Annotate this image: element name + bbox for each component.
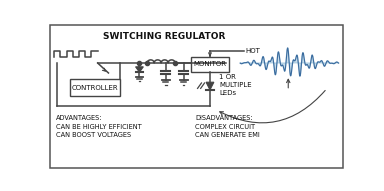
Polygon shape <box>206 82 214 90</box>
Text: CONTROLLER: CONTROLLER <box>71 85 118 91</box>
Text: HOT: HOT <box>246 48 260 54</box>
Bar <box>70 79 120 96</box>
Text: 1 OR
MULTIPLE
LEDs: 1 OR MULTIPLE LEDs <box>219 74 252 96</box>
Text: ADVANTAGES:
CAN BE HIGHLY EFFICIENT
CAN BOOST VOLTAGES: ADVANTAGES: CAN BE HIGHLY EFFICIENT CAN … <box>56 115 141 138</box>
Text: SWITCHING REGULATOR: SWITCHING REGULATOR <box>103 32 225 41</box>
Polygon shape <box>136 67 143 72</box>
Text: DISADVANTAGES:
COMPLEX CIRCUIT
CAN GENERATE EMI: DISADVANTAGES: COMPLEX CIRCUIT CAN GENER… <box>195 115 260 138</box>
Text: MONITOR: MONITOR <box>194 62 227 67</box>
Bar <box>191 57 228 72</box>
